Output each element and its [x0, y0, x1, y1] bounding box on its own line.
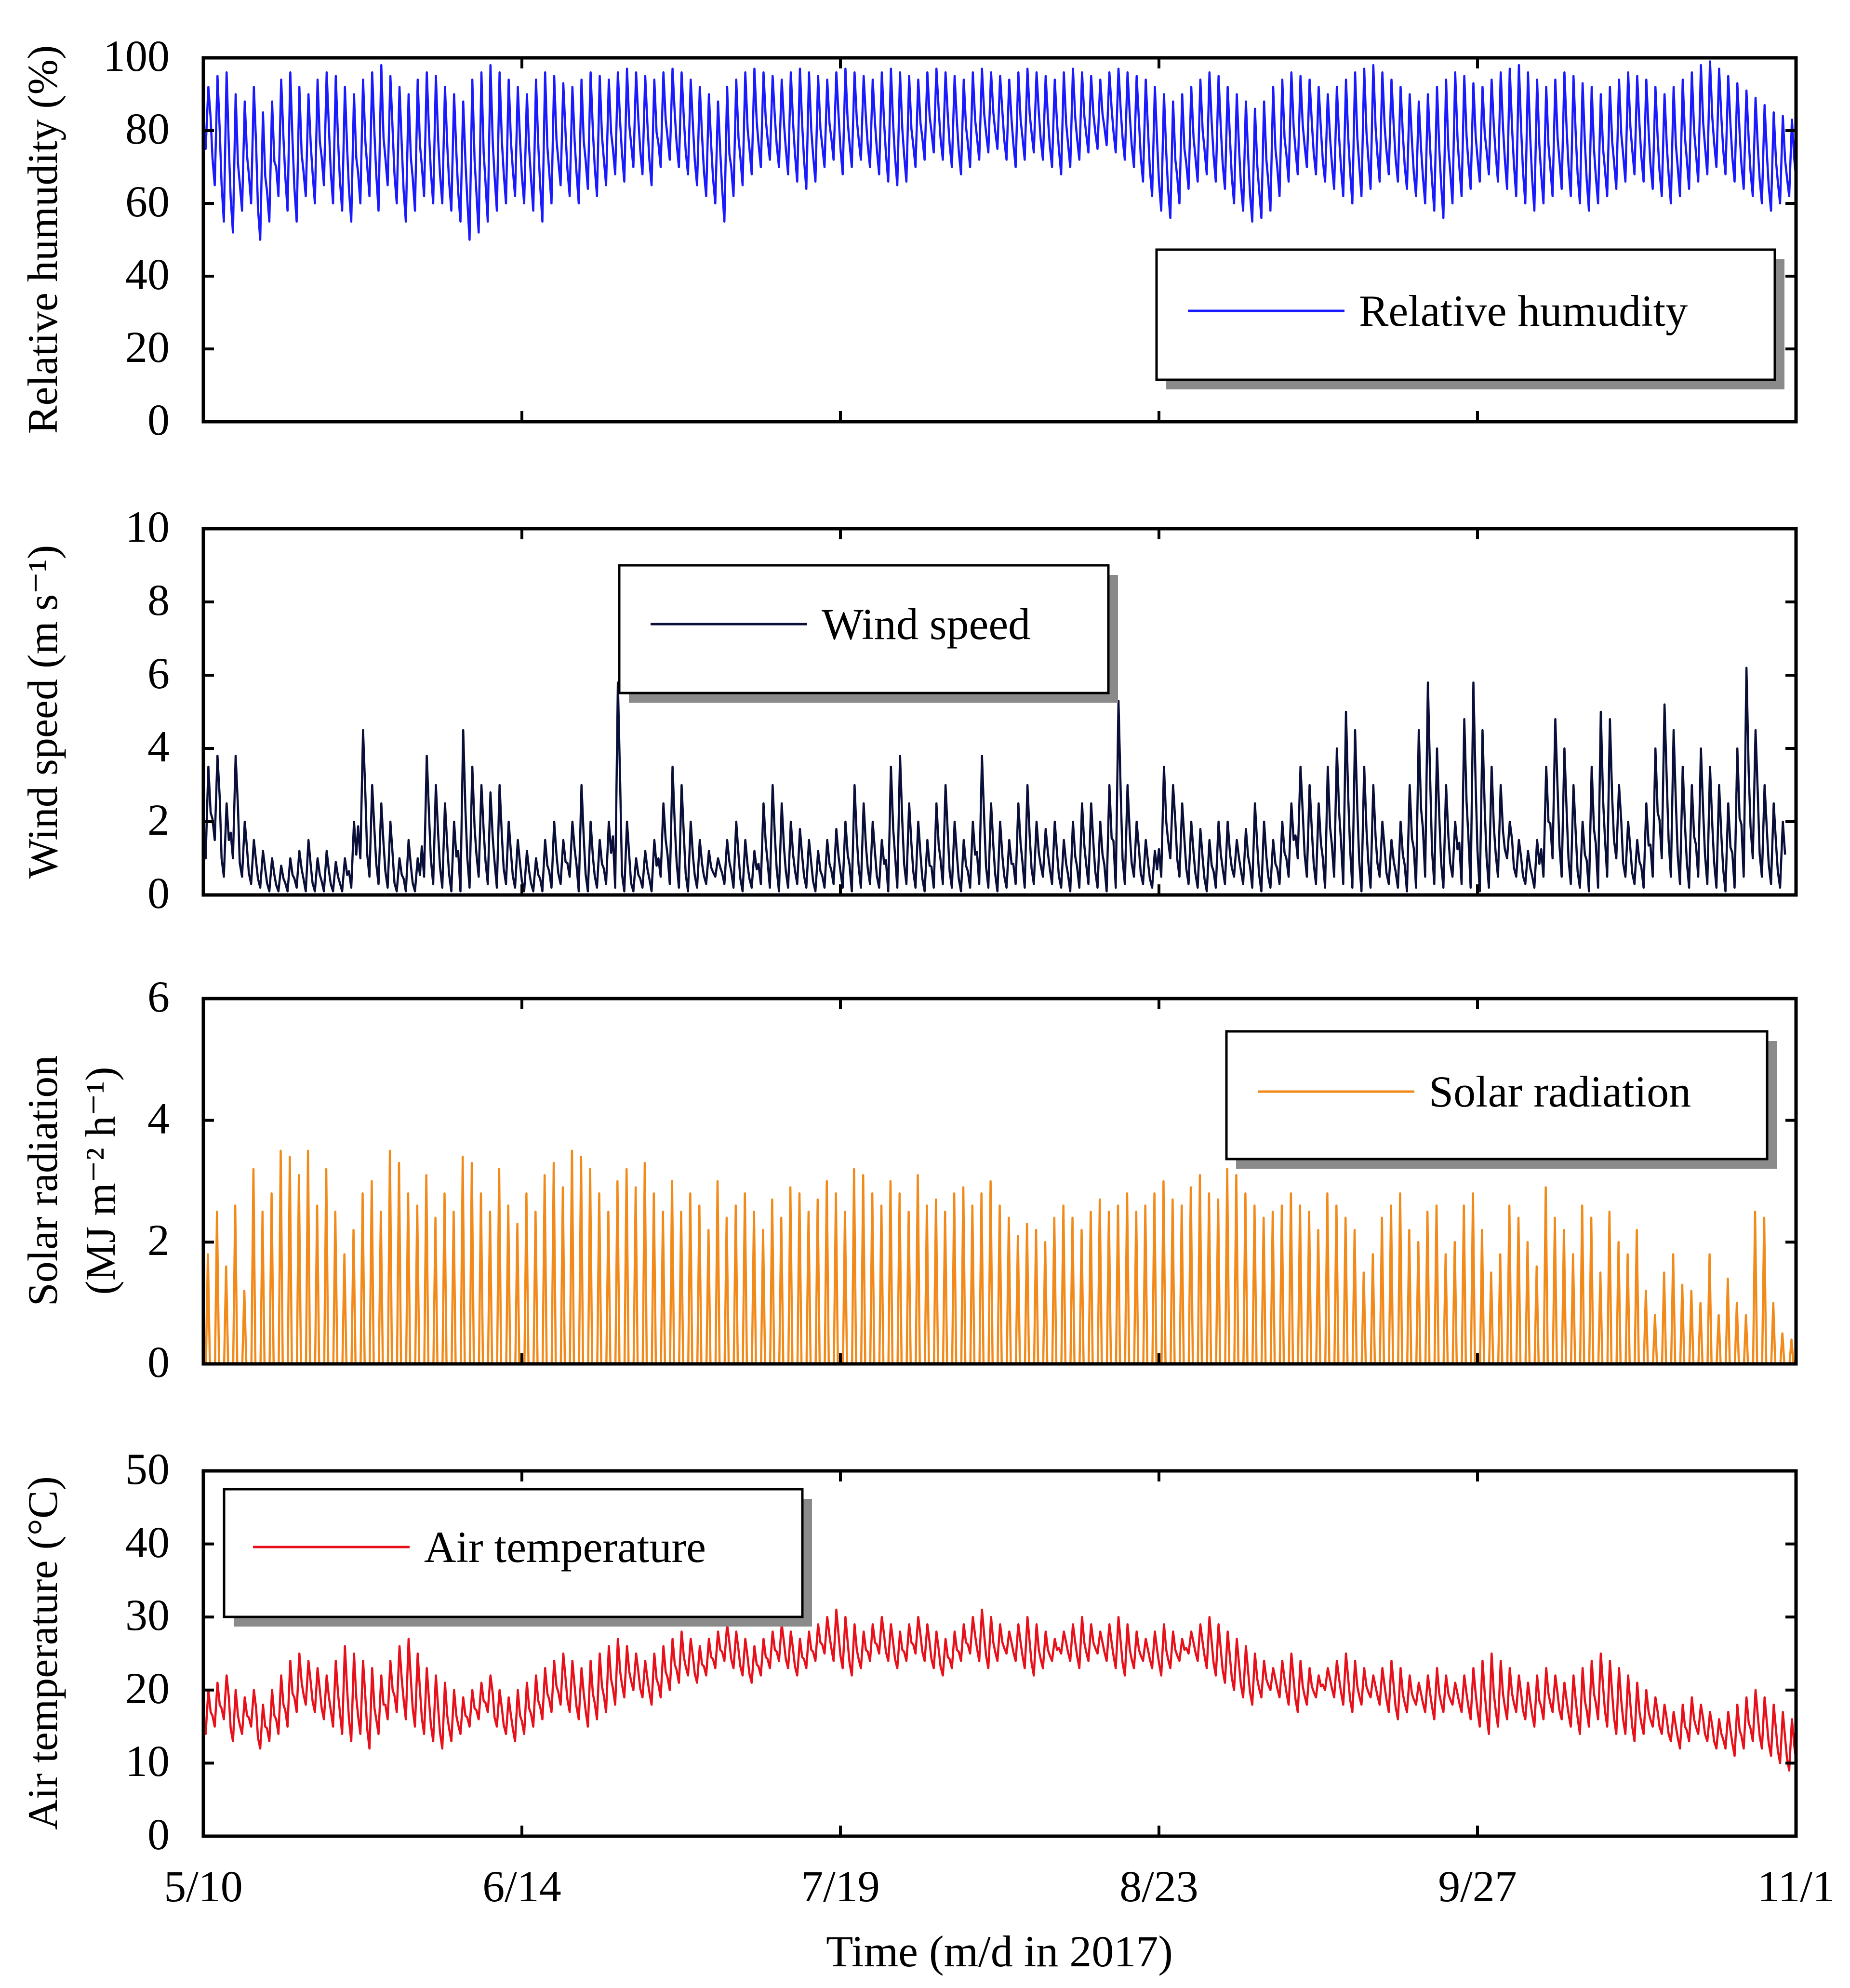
- legend-solar-radiation: Solar radiation: [1225, 1030, 1777, 1169]
- legend-box: [223, 1488, 804, 1618]
- y-ticks-air-temperature: 0 10 20 30 40 50: [125, 1444, 170, 1859]
- y-tick-label: 0: [147, 1810, 170, 1859]
- y-ticks-solar-radiation: 0 2 4 6: [147, 972, 170, 1387]
- plot-frame-relative-humidity: [201, 56, 1798, 424]
- x-tick-label: 5/10: [164, 1862, 243, 1911]
- y-tick-label: 60: [125, 177, 170, 226]
- x-axis: 5/10 6/14 7/19 8/23 9/27 11/1 Time (m/d …: [164, 1862, 1835, 1976]
- plot-frame-air-temperature: [201, 1469, 1798, 1838]
- series-solar-radiation-line: [203, 1149, 1796, 1365]
- y-ticks-wind-speed: 0 2 4 6 8 10: [125, 502, 170, 918]
- y-tick-label: 50: [125, 1444, 170, 1494]
- series-relative-humidity-line: [202, 60, 1797, 241]
- chart-series-solar-radiation: [203, 1149, 1796, 1365]
- legend-wind-speed: Wind speed: [618, 564, 1118, 703]
- y-tick-label: 40: [125, 1518, 170, 1567]
- tick-marks: [202, 56, 1797, 1838]
- x-tick-label: 11/1: [1757, 1862, 1835, 1911]
- panel-solar-radiation: 0 2 4 6 Solar radiation (MJ m⁻² h⁻¹) Sol…: [20, 972, 1798, 1387]
- y-axis-units-solar-radiation: (MJ m⁻² h⁻¹): [78, 1067, 124, 1294]
- panel-relative-humidity: 0 20 40 60 80 100 Relative humudity (%) …: [20, 31, 1798, 444]
- y-tick-label: 8: [147, 575, 170, 625]
- y-ticks-relative-humidity: 0 20 40 60 80 100: [103, 31, 170, 444]
- legend-label: Wind speed: [822, 600, 1030, 649]
- series-wind-speed-line: [202, 667, 1786, 893]
- legend-air-temperature: Air temperature: [223, 1488, 812, 1627]
- y-tick-label: 40: [125, 250, 170, 299]
- y-tick-label: 10: [125, 1736, 170, 1786]
- x-tick-label: 6/14: [482, 1862, 561, 1911]
- y-tick-label: 4: [147, 722, 170, 771]
- chart-series-wind-speed: [202, 667, 1786, 893]
- y-tick-label: 6: [147, 649, 170, 698]
- plot-frame-solar-radiation: [201, 997, 1798, 1366]
- panel-wind-speed: 0 2 4 6 8 10 Wind speed (m s⁻¹) Wind spe…: [20, 502, 1798, 918]
- y-tick-label: 4: [147, 1094, 170, 1143]
- y-tick-label: 80: [125, 104, 170, 153]
- legend-label: Air temperature: [424, 1522, 706, 1572]
- series-air-temperature-line: [202, 1608, 1797, 1772]
- plot-frame-wind-speed: [201, 527, 1798, 897]
- legend-relative-humidity: Relative humudity: [1155, 248, 1784, 389]
- x-tick-label: 8/23: [1119, 1862, 1198, 1911]
- y-tick-label: 2: [147, 1215, 170, 1265]
- y-axis-label-solar-radiation: Solar radiation: [20, 1055, 67, 1307]
- y-tick-label: 2: [147, 795, 170, 844]
- legend-box: [1155, 248, 1776, 381]
- x-axis-label: Time (m/d in 2017): [826, 1927, 1173, 1976]
- y-tick-label: 0: [147, 1337, 170, 1387]
- y-tick-label: 0: [147, 868, 170, 918]
- chart-series-air-temperature: [202, 1608, 1797, 1772]
- legend-box: [1225, 1030, 1769, 1161]
- y-tick-label: 6: [147, 972, 170, 1021]
- panel-air-temperature: 0 10 20 30 40 50 Air temperature (°C) Ai…: [20, 1444, 1798, 1859]
- legend-box: [618, 564, 1110, 694]
- y-tick-label: 20: [125, 322, 170, 372]
- legend-label: Relative humudity: [1359, 286, 1688, 335]
- y-tick-label: 0: [147, 395, 170, 444]
- y-tick-label: 100: [103, 31, 170, 80]
- y-tick-label: 10: [125, 502, 170, 551]
- y-axis-label-wind-speed: Wind speed (m s⁻¹): [20, 545, 67, 879]
- x-tick-label: 9/27: [1438, 1862, 1517, 1911]
- y-axis-label-relative-humidity: Relative humudity (%): [20, 45, 67, 434]
- y-axis-label-air-temperature: Air temperature (°C): [20, 1476, 67, 1830]
- x-tick-label: 7/19: [801, 1862, 880, 1911]
- y-tick-label: 20: [125, 1664, 170, 1713]
- chart-series-relative-humidity: [202, 60, 1797, 241]
- legend-label: Solar radiation: [1429, 1067, 1691, 1116]
- y-tick-label: 30: [125, 1590, 170, 1640]
